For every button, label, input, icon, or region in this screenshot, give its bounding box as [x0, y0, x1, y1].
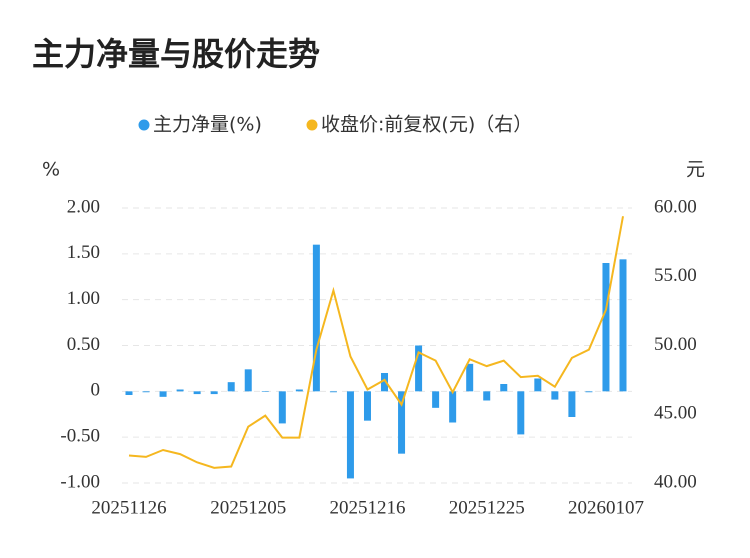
bar [363, 391, 371, 421]
bar [619, 259, 627, 392]
bar [176, 389, 184, 392]
x-tick-label: 20251225 [449, 497, 525, 518]
bar [295, 389, 303, 392]
bar [142, 391, 150, 393]
bar [449, 391, 457, 423]
bar [261, 391, 269, 392]
y-tick-label: 2.00 [67, 196, 100, 217]
bar [534, 378, 542, 392]
bar [381, 373, 389, 392]
bar [602, 263, 610, 392]
bar [517, 391, 525, 435]
y-tick-label: 1.50 [67, 242, 100, 263]
y2-tick-label: 45.00 [654, 403, 697, 424]
bar [585, 391, 593, 393]
y-tick-label: 0 [91, 380, 101, 401]
bar [466, 363, 474, 392]
y2-tick-label: 50.00 [654, 334, 697, 355]
x-tick-label: 20260107 [568, 497, 644, 518]
bar [193, 391, 201, 395]
y-tick-label: 1.00 [67, 288, 100, 309]
bar [159, 391, 167, 397]
bar [568, 391, 576, 417]
chart-title: 主力净量与股价走势 [32, 35, 320, 73]
y-tick-label: -0.50 [60, 426, 100, 447]
price-line [128, 216, 624, 469]
y-tick-label: 0.50 [67, 334, 100, 355]
bar [244, 369, 252, 392]
bar [483, 391, 491, 401]
y2-tick-label: 40.00 [654, 471, 697, 492]
bar [500, 384, 508, 392]
y-tick-label: -1.00 [60, 471, 100, 492]
bar [432, 391, 440, 408]
legend-marker [306, 119, 318, 131]
bar [415, 345, 423, 392]
x-tick-label: 20251126 [91, 497, 166, 518]
bar [551, 391, 559, 400]
bar [227, 382, 235, 392]
legend-marker [138, 119, 150, 131]
legend-label: 收盘价:前复权(元)（右） [321, 114, 532, 136]
x-tick-label: 20251216 [329, 497, 405, 518]
y-axis-label: % [42, 159, 60, 181]
bar [329, 391, 337, 393]
bar [312, 244, 320, 392]
x-tick-label: 20251205 [210, 497, 286, 518]
y2-axis-label: 元 [686, 159, 705, 181]
bar [125, 391, 133, 395]
legend-label: 主力净量(%) [153, 114, 262, 136]
bar [398, 391, 406, 454]
bar [278, 391, 286, 424]
bar [346, 391, 354, 479]
y2-tick-label: 60.00 [654, 196, 697, 217]
bar [210, 391, 218, 395]
y2-tick-label: 55.00 [654, 265, 697, 286]
